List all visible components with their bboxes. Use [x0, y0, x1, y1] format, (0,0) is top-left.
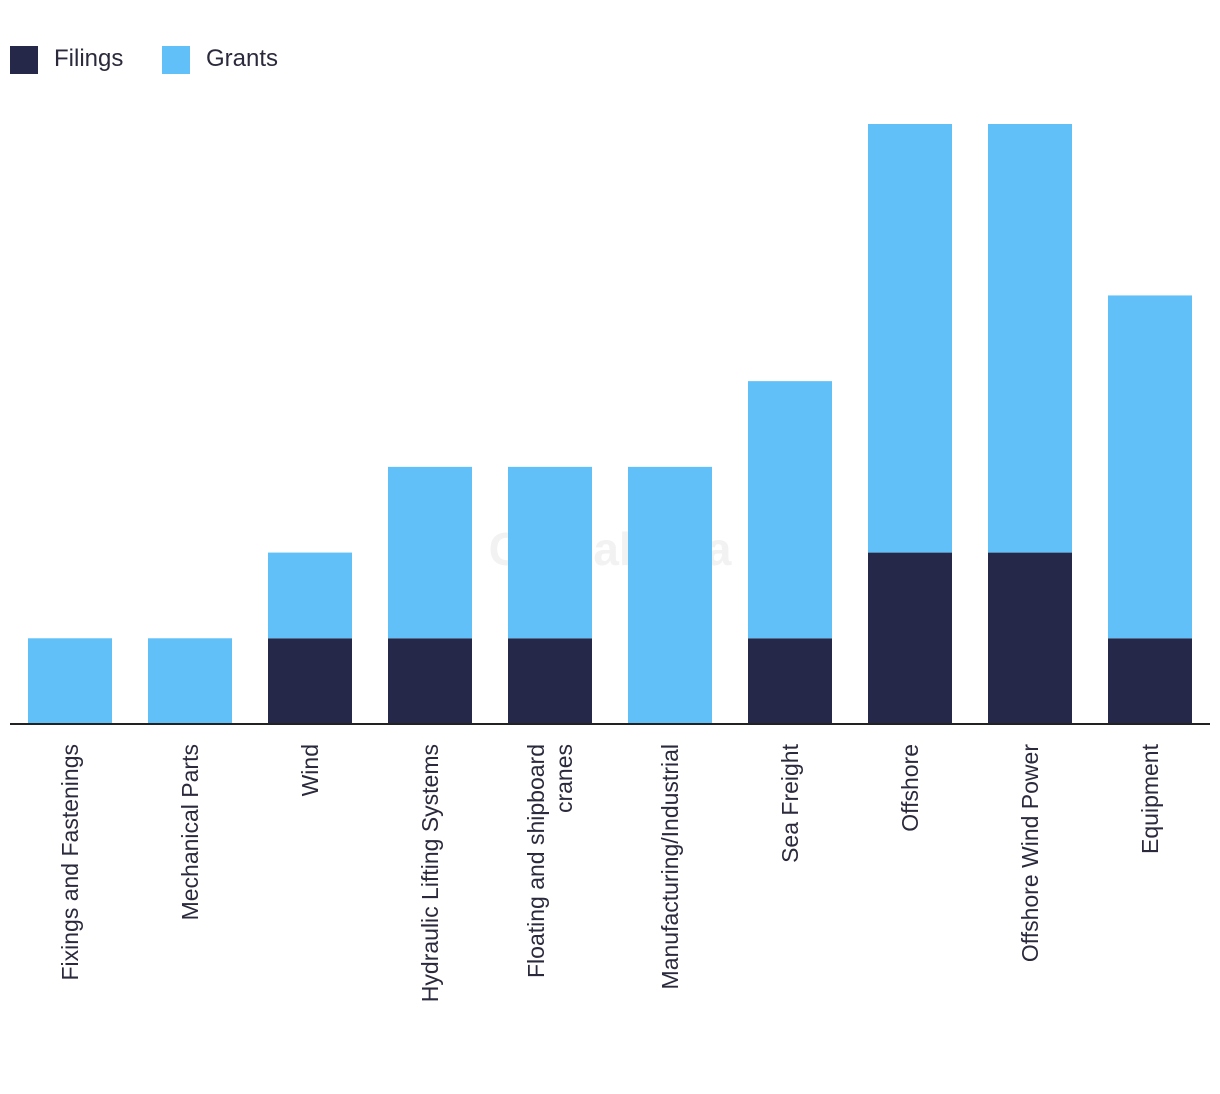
- bar-filings-4: [508, 638, 592, 724]
- legend-swatch-filings: [10, 46, 38, 74]
- x-tick-label-5: Manufacturing/Industrial: [657, 744, 683, 989]
- bar-filings-8: [988, 552, 1072, 724]
- legend: Filings Grants: [10, 45, 278, 74]
- x-tick-label-4: Floating and shipboardcranes: [523, 744, 577, 978]
- bar-filings-7: [868, 552, 952, 724]
- x-tick-label-6: Sea Freight: [777, 743, 803, 863]
- bar-filings-3: [388, 638, 472, 724]
- x-tick-label-0: Fixings and Fastenings: [57, 744, 83, 981]
- x-tick-label-7: Offshore: [897, 744, 923, 832]
- bar-filings-9: [1108, 638, 1192, 724]
- x-tick-label-8: Offshore Wind Power: [1017, 744, 1043, 963]
- bar-grants-6: [748, 381, 832, 639]
- x-tick-labels: Fixings and Fastenings Mechanical Parts Wi…: [57, 743, 1163, 1002]
- bar-grants-1: [148, 638, 232, 724]
- bar-grants-2: [268, 552, 352, 639]
- x-tick-label-2: Wind: [297, 744, 323, 796]
- bar-grants-3: [388, 466, 472, 639]
- x-tick-label-1: Mechanical Parts: [177, 744, 203, 920]
- legend-label-filings: Filings: [54, 45, 123, 72]
- bar-filings-6: [748, 638, 832, 724]
- bar-grants-4: [508, 466, 592, 639]
- bar-grants-8: [988, 124, 1072, 553]
- legend-label-grants: Grants: [206, 45, 278, 72]
- bar-grants-9: [1108, 295, 1192, 639]
- legend-swatch-grants: [162, 46, 190, 74]
- bar-filings-2: [268, 638, 352, 724]
- x-tick-label-9: Equipment: [1137, 743, 1163, 854]
- bar-grants-0: [28, 638, 112, 724]
- x-tick-label-3: Hydraulic Lifting Systems: [417, 744, 443, 1002]
- bar-grants-7: [868, 124, 952, 553]
- bar-grants-5: [628, 466, 712, 724]
- bars: [28, 124, 1192, 724]
